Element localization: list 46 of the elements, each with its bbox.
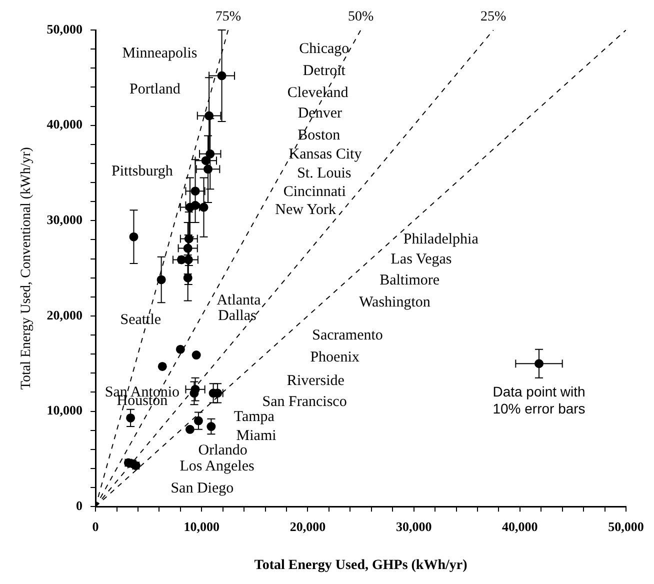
annotation: Minneapolis [122,45,198,62]
y-tick-label: 40,000 [46,116,83,132]
y-tick-label: 50,000 [46,21,83,36]
x-tick-label: 0 [92,518,99,534]
y-tick-label: 10,000 [46,402,83,418]
annotation: Phoenix [310,349,360,366]
x-tick-label: 20,000 [290,518,326,534]
annotation: San Francisco [262,394,347,410]
annotation: Chicago [299,41,350,57]
annotation: Tampa [234,408,275,425]
y-axis-title: Total Energy Used, Conventional (kWh/yr) [19,146,34,390]
annotation: Baltimore [380,272,440,289]
annotation: Philadelphia [403,232,479,248]
text: Data point with 10% error bars [492,383,586,416]
annotation: St. Louis [297,165,352,182]
annotation: Cincinnati [283,184,346,200]
annotation: Kansas City [288,146,362,162]
annotation: Portland [130,82,181,98]
annotation: Washington [359,294,431,311]
x-tick-label: 40,000 [502,518,538,534]
annotation: Miami [236,428,276,444]
y-tick-label: 0 [76,498,83,513]
x-axis-title: Total Energy Used, GHPs (kWh/yr) [254,558,468,574]
x-tick-label: 50,000 [608,518,644,534]
annotation: Pittsburgh [112,163,174,180]
annotation: Las Vegas [390,252,452,268]
annotation: Atlanta [216,292,262,309]
y-tick-label: 20,000 [46,307,83,322]
annotation: Dallas [218,308,256,324]
annotation: Detroit [302,62,346,79]
annotation: Sacramento [312,327,383,344]
annotation: Orlando [198,442,248,458]
annotation: Riverside [286,373,345,390]
annotation: New York [275,202,337,218]
annotation: Boston [298,127,341,144]
x-tick-label: 10,000 [184,518,220,534]
series-label: 50% [348,10,374,25]
annotation: Cleveland [287,84,349,101]
annotation: Los Angeles [180,458,254,475]
series-label: 75% [215,10,242,25]
annotation: Denver [298,105,342,122]
annotation: San Diego [170,480,234,496]
series-label: 25% [480,10,507,25]
x-tick-label: 30,000 [396,518,432,534]
y-tick-label: 30,000 [46,212,83,227]
annotation: Seattle [120,312,162,328]
